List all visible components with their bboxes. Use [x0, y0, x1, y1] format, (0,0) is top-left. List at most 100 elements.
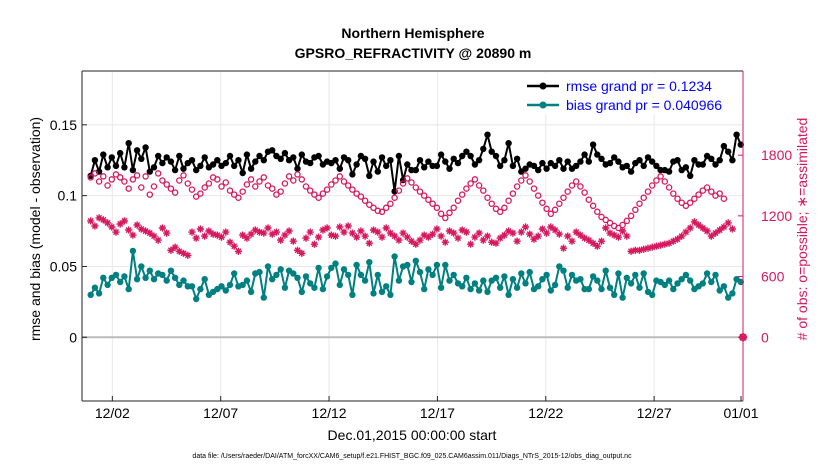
data-point — [125, 226, 133, 234]
data-point — [142, 173, 149, 180]
data-point — [560, 194, 567, 201]
data-point — [348, 229, 356, 237]
data-point — [568, 182, 576, 189]
data-point — [353, 261, 360, 269]
data-point — [378, 233, 386, 241]
data-point — [505, 140, 512, 147]
data-point — [597, 237, 606, 245]
data-point — [551, 162, 559, 170]
legend-rmse-label: rmse grand pr = 0.1234 — [566, 78, 712, 94]
data-point — [425, 196, 432, 203]
data-point — [564, 232, 572, 240]
data-point — [433, 204, 441, 212]
data-point — [509, 190, 517, 197]
data-point — [311, 191, 318, 198]
data-point — [572, 228, 580, 236]
data-point — [615, 158, 622, 165]
x-tick-label: 01/01 — [723, 405, 758, 421]
data-point — [311, 284, 318, 291]
data-point — [611, 291, 618, 298]
data-point — [268, 230, 276, 238]
data-point — [310, 240, 318, 248]
data-point — [611, 154, 618, 161]
data-point — [209, 230, 217, 238]
data-point — [214, 157, 221, 164]
data-point — [585, 196, 593, 203]
data-point — [556, 263, 563, 270]
data-point — [129, 247, 137, 255]
data-point — [100, 151, 107, 158]
data-point — [526, 268, 533, 276]
data-point — [424, 233, 432, 241]
data-point — [420, 192, 428, 199]
data-point — [175, 247, 183, 255]
data-point — [315, 152, 322, 160]
series-2 — [87, 170, 728, 232]
data-point — [331, 232, 340, 240]
data-point — [239, 188, 246, 195]
data-point — [733, 131, 740, 138]
data-point — [408, 179, 415, 186]
data-point — [450, 155, 457, 162]
data-point — [623, 274, 630, 281]
data-point — [526, 178, 533, 185]
data-point — [349, 186, 356, 193]
data-point — [129, 166, 137, 174]
data-point — [433, 261, 441, 269]
data-point — [610, 231, 618, 239]
data-point — [231, 162, 238, 170]
data-point — [577, 158, 584, 165]
data-point — [674, 280, 681, 287]
data-point — [673, 235, 682, 243]
data-point — [691, 195, 698, 202]
data-point — [370, 204, 377, 212]
y-right-tick-label: 1800 — [761, 147, 792, 163]
data-point — [408, 278, 415, 286]
data-point — [429, 200, 436, 207]
data-point — [678, 276, 685, 283]
data-point — [539, 199, 546, 206]
data-point — [602, 224, 610, 232]
data-point — [197, 285, 204, 293]
y-right-tick-label: 1200 — [761, 208, 792, 224]
data-point — [404, 261, 411, 269]
data-point — [543, 165, 550, 172]
data-point — [256, 152, 263, 160]
data-point — [387, 291, 394, 298]
data-point — [260, 229, 268, 237]
data-point — [196, 225, 204, 233]
y-axis-label: rmse and bias (model - observation) — [27, 117, 43, 341]
data-point — [353, 190, 360, 197]
data-point — [188, 186, 196, 193]
data-point — [247, 176, 255, 183]
data-point — [247, 230, 255, 238]
data-point — [522, 165, 529, 172]
data-point — [665, 184, 673, 191]
data-point — [631, 246, 639, 254]
data-point — [594, 151, 601, 158]
data-point — [108, 223, 116, 231]
data-point — [201, 154, 208, 161]
data-point — [450, 271, 457, 279]
data-point — [205, 227, 213, 235]
data-point — [293, 246, 302, 254]
data-point — [256, 268, 263, 276]
data-point — [556, 157, 563, 164]
data-point — [87, 174, 94, 181]
data-point — [361, 155, 369, 162]
data-point — [235, 157, 242, 164]
data-point — [737, 278, 744, 286]
data-point — [729, 157, 736, 164]
data-point — [539, 159, 546, 167]
data-point — [535, 283, 542, 290]
data-point — [260, 157, 267, 164]
data-point — [91, 222, 99, 230]
data-point — [290, 270, 297, 277]
data-point — [171, 243, 179, 251]
data-point — [497, 162, 504, 170]
data-point — [133, 172, 141, 179]
data-point — [205, 180, 213, 187]
series-1 — [87, 247, 744, 303]
data-point — [538, 225, 546, 233]
data-point — [243, 181, 251, 188]
